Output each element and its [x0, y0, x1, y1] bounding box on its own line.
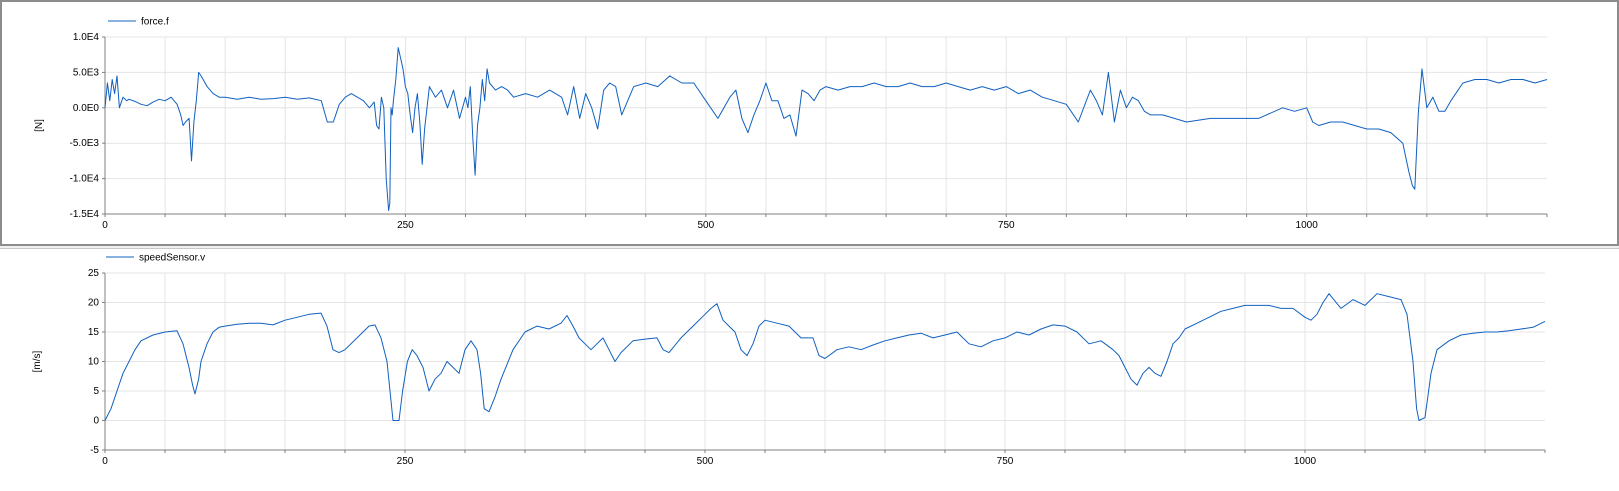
speed-y-tick-label: 10	[88, 357, 100, 368]
speed-y-tick-label: -5	[90, 445, 99, 456]
speed-grid	[105, 272, 1545, 451]
force-chart-panel: 0 250 500 750 1000 -1.5E4 -1.0E4 -5.0E3 0.0E0 5.0…	[0, 0, 1619, 246]
speed-series-line	[104, 293, 1546, 421]
force-y-tick-label: 0.0E0	[73, 103, 100, 114]
speed-chart-panel: 0 250 500 750 1000 -5 0 5 10 15 20 25 [m/s] speedSens…	[0, 248, 1619, 491]
force-x-tick-label: 0	[102, 220, 108, 231]
speed-x-tick-label: 750	[997, 456, 1014, 467]
force-x-tick-label: 500	[697, 220, 714, 231]
speed-x-tick-label: 500	[697, 456, 714, 467]
force-chart: 0 250 500 750 1000 -1.5E4 -1.0E4 -5.0E3 0.0E0 5.0…	[34, 17, 1548, 231]
speed-legend: speedSensor.v	[106, 253, 205, 264]
speed-y-tick-label: 20	[88, 298, 100, 309]
force-legend: force.f	[108, 17, 169, 28]
speed-y-tick-label: 15	[88, 327, 100, 338]
force-grid	[105, 36, 1547, 215]
force-x-tick-label: 1000	[1296, 220, 1319, 231]
force-y-tick-label: 1.0E4	[73, 32, 100, 43]
force-y-axis-label: [N]	[34, 119, 45, 132]
speed-chart: 0 250 500 750 1000-50510152025[m/s]speedSens…	[32, 253, 1546, 467]
speed-y-tick-label: 5	[93, 386, 99, 397]
speed-x-tick-label: 1000	[1294, 456, 1317, 467]
speed-y-axis-label: [m/s]	[32, 350, 43, 372]
speed-y-tick-label: 0	[93, 416, 99, 427]
force-series-line	[104, 47, 1548, 211]
speed-y-tick-label: 25	[88, 268, 100, 279]
force-y-tick-label: -1.5E4	[70, 209, 100, 220]
force-legend-label: force.f	[141, 17, 169, 28]
speed-legend-label: speedSensor.v	[139, 253, 205, 264]
force-x-tick-label: 750	[998, 220, 1015, 231]
speed-x-tick-label: 250	[397, 456, 414, 467]
force-y-tick-label: 5.0E3	[73, 67, 100, 78]
speed-x-tick-label: 0	[102, 456, 108, 467]
force-y-tick-label: -5.0E3	[70, 138, 100, 149]
force-x-tick-label: 250	[397, 220, 414, 231]
force-y-tick-label: -1.0E4	[70, 174, 100, 185]
